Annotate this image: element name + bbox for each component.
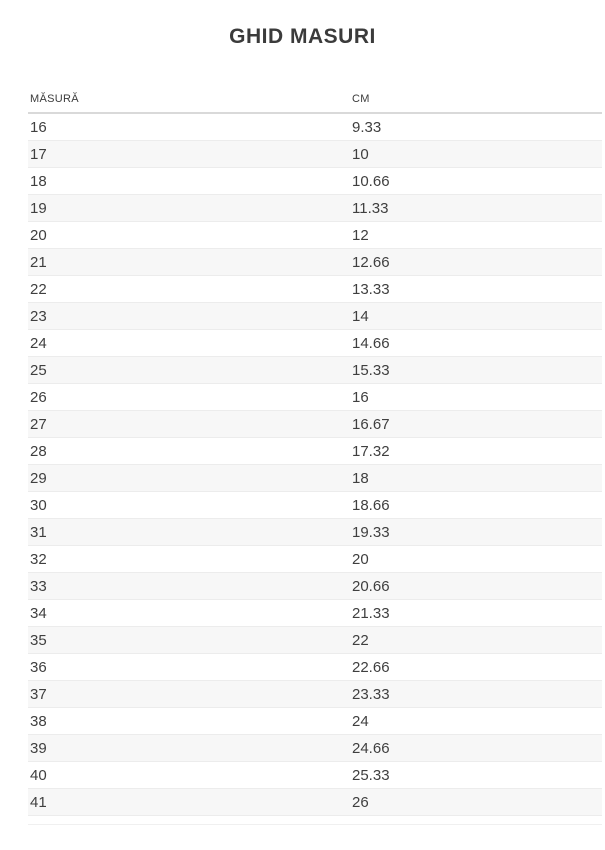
size-guide-table-body: 16 9.33 17 10 18 10.66 19 11.33 20 12 21 12.66 22 13.… xyxy=(28,113,602,816)
cell-cm: 24.66 xyxy=(350,734,602,762)
page-title: GHID MASURI xyxy=(229,25,376,48)
cell-masura: 17 xyxy=(28,140,350,168)
table-row: 38 24 xyxy=(28,707,602,735)
cell-cm: 13.33 xyxy=(350,275,602,303)
size-guide-table: MĂSURĂ CM 16 9.33 17 10 18 10.66 19 11.33 20 12 21… xyxy=(28,89,602,816)
cell-masura: 21 xyxy=(28,248,350,276)
cell-masura: 20 xyxy=(28,221,350,249)
cell-cm: 19.33 xyxy=(350,518,602,546)
table-row: 40 25.33 xyxy=(28,761,602,789)
cell-cm: 21.33 xyxy=(350,599,602,627)
cell-cm: 18.66 xyxy=(350,491,602,519)
header-row: MĂSURĂ CM xyxy=(28,89,602,114)
cell-cm: 10 xyxy=(350,140,602,168)
table-row: 30 18.66 xyxy=(28,491,602,519)
cell-masura: 26 xyxy=(28,383,350,411)
cell-cm: 22.66 xyxy=(350,653,602,681)
table-row: 36 22.66 xyxy=(28,653,602,681)
cell-masura: 39 xyxy=(28,734,350,762)
cell-masura: 36 xyxy=(28,653,350,681)
cell-cm: 17.32 xyxy=(350,437,602,465)
cell-masura: 27 xyxy=(28,410,350,438)
table-row: 19 11.33 xyxy=(28,194,602,222)
table-row: 28 17.32 xyxy=(28,437,602,465)
cell-masura: 32 xyxy=(28,545,350,573)
cell-masura: 18 xyxy=(28,167,350,195)
cell-cm: 9.33 xyxy=(350,113,602,141)
cell-cm: 26 xyxy=(350,788,602,816)
cell-cm: 11.33 xyxy=(350,194,602,222)
cell-masura: 33 xyxy=(28,572,350,600)
cell-cm: 16 xyxy=(350,383,602,411)
table-row: 26 16 xyxy=(28,383,602,411)
cell-masura: 19 xyxy=(28,194,350,222)
table-row: 32 20 xyxy=(28,545,602,573)
cell-masura: 28 xyxy=(28,437,350,465)
cell-masura: 30 xyxy=(28,491,350,519)
cell-cm: 25.33 xyxy=(350,761,602,789)
cell-cm: 10.66 xyxy=(350,167,602,195)
cell-cm: 20 xyxy=(350,545,602,573)
table-row: 17 10 xyxy=(28,140,602,168)
cell-cm: 24 xyxy=(350,707,602,735)
cell-cm: 18 xyxy=(350,464,602,492)
cell-cm: 15.33 xyxy=(350,356,602,384)
partial-next-row-divider xyxy=(28,824,602,825)
cell-cm: 12 xyxy=(350,221,602,249)
table-row: 24 14.66 xyxy=(28,329,602,357)
table-row: 16 9.33 xyxy=(28,113,602,141)
cell-masura: 40 xyxy=(28,761,350,789)
table-row: 31 19.33 xyxy=(28,518,602,546)
column-header-masura: MĂSURĂ xyxy=(28,89,350,114)
table-row: 27 16.67 xyxy=(28,410,602,438)
cell-masura: 23 xyxy=(28,302,350,330)
cell-masura: 29 xyxy=(28,464,350,492)
cell-masura: 37 xyxy=(28,680,350,708)
table-row: 34 21.33 xyxy=(28,599,602,627)
table-row: 25 15.33 xyxy=(28,356,602,384)
cell-cm: 12.66 xyxy=(350,248,602,276)
cell-cm: 20.66 xyxy=(350,572,602,600)
cell-masura: 16 xyxy=(28,113,350,141)
cell-masura: 25 xyxy=(28,356,350,384)
cell-cm: 14 xyxy=(350,302,602,330)
cell-masura: 34 xyxy=(28,599,350,627)
cell-cm: 16.67 xyxy=(350,410,602,438)
table-row: 23 14 xyxy=(28,302,602,330)
table-row: 22 13.33 xyxy=(28,275,602,303)
table-row: 21 12.66 xyxy=(28,248,602,276)
cell-masura: 31 xyxy=(28,518,350,546)
cell-cm: 14.66 xyxy=(350,329,602,357)
cell-masura: 22 xyxy=(28,275,350,303)
table-row: 18 10.66 xyxy=(28,167,602,195)
cell-cm: 22 xyxy=(350,626,602,654)
table-row: 41 26 xyxy=(28,788,602,816)
table-row: 20 12 xyxy=(28,221,602,249)
cell-masura: 41 xyxy=(28,788,350,816)
cell-masura: 35 xyxy=(28,626,350,654)
table-row: 35 22 xyxy=(28,626,602,654)
table-row: 33 20.66 xyxy=(28,572,602,600)
cell-masura: 38 xyxy=(28,707,350,735)
column-header-cm: CM xyxy=(350,89,602,114)
table-row: 29 18 xyxy=(28,464,602,492)
cell-masura: 24 xyxy=(28,329,350,357)
size-guide-table-header: MĂSURĂ CM xyxy=(28,89,602,114)
table-row: 37 23.33 xyxy=(28,680,602,708)
table-row: 39 24.66 xyxy=(28,734,602,762)
cell-cm: 23.33 xyxy=(350,680,602,708)
